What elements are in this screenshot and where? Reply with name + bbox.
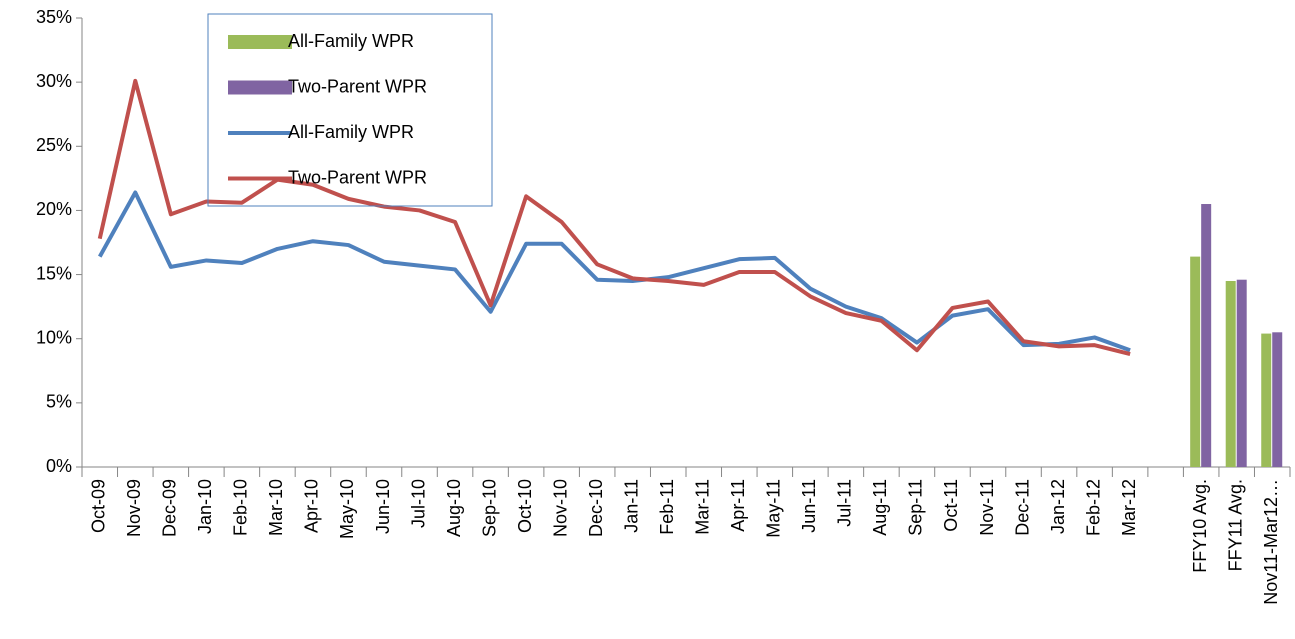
x-tick-label: FFY11 Avg. xyxy=(1225,479,1245,571)
x-tick-label: Oct-09 xyxy=(89,479,109,533)
x-tick-label: Jan-11 xyxy=(621,479,641,533)
x-tick-label: Dec-11 xyxy=(1012,479,1032,536)
y-tick-label: 10% xyxy=(36,327,72,347)
x-tick-label: Oct-11 xyxy=(941,479,961,532)
x-tick-label: Mar-10 xyxy=(266,479,286,536)
y-tick-label: 30% xyxy=(36,71,72,91)
x-tick-label: Aug-10 xyxy=(444,479,464,537)
y-tick-label: 5% xyxy=(46,392,72,412)
x-tick-label: Jul-11 xyxy=(835,479,855,527)
bar xyxy=(1236,279,1247,467)
x-tick-label: Sep-11 xyxy=(906,479,926,536)
bar xyxy=(1201,204,1212,467)
legend-swatch xyxy=(228,35,292,49)
legend-label: Two-Parent WPR xyxy=(288,76,427,96)
bar xyxy=(1225,280,1236,467)
x-tick-label: Nov-09 xyxy=(124,479,144,537)
legend-label: All-Family WPR xyxy=(288,31,414,51)
bar xyxy=(1261,333,1272,467)
x-tick-label: Sep-10 xyxy=(479,479,499,537)
y-tick-label: 15% xyxy=(36,263,72,283)
x-tick-label: Jan-12 xyxy=(1048,479,1068,534)
x-tick-label: Nov11-Mar12… xyxy=(1261,479,1281,605)
legend-label: Two-Parent WPR xyxy=(288,167,427,187)
x-tick-label: May-10 xyxy=(337,479,357,539)
y-tick-label: 35% xyxy=(36,7,72,27)
x-tick-label: Jan-10 xyxy=(195,479,215,534)
x-tick-label: Feb-11 xyxy=(657,479,677,535)
x-tick-label: Oct-10 xyxy=(515,479,535,533)
x-tick-label: Jul-10 xyxy=(408,479,428,528)
legend-label: All-Family WPR xyxy=(288,122,414,142)
x-tick-label: Jun-11 xyxy=(799,479,819,533)
y-tick-label: 25% xyxy=(36,135,72,155)
x-tick-label: Feb-10 xyxy=(231,479,251,536)
y-tick-label: 0% xyxy=(46,456,72,476)
x-tick-label: FFY10 Avg. xyxy=(1190,479,1210,573)
x-tick-label: Jun-10 xyxy=(373,479,393,534)
legend-box xyxy=(207,13,493,207)
x-tick-label: May-11 xyxy=(764,479,784,538)
x-tick-label: Mar-12 xyxy=(1119,479,1139,536)
line xyxy=(97,78,1131,357)
bar xyxy=(1190,256,1201,467)
x-tick-label: Mar-11 xyxy=(693,479,713,535)
x-tick-label: Feb-12 xyxy=(1083,479,1103,536)
legend-swatch xyxy=(228,80,292,95)
x-tick-label: Dec-09 xyxy=(160,479,180,537)
x-tick-label: Dec-10 xyxy=(586,479,606,537)
x-tick-label: Apr-10 xyxy=(302,479,322,533)
y-tick-label: 20% xyxy=(36,199,72,219)
x-tick-label: Apr-11 xyxy=(728,479,748,532)
line xyxy=(98,190,1131,353)
x-tick-label: Nov-11 xyxy=(977,479,997,536)
bar xyxy=(1272,332,1283,467)
x-tick-label: Aug-11 xyxy=(870,479,890,536)
x-tick-label: Nov-10 xyxy=(550,479,570,537)
